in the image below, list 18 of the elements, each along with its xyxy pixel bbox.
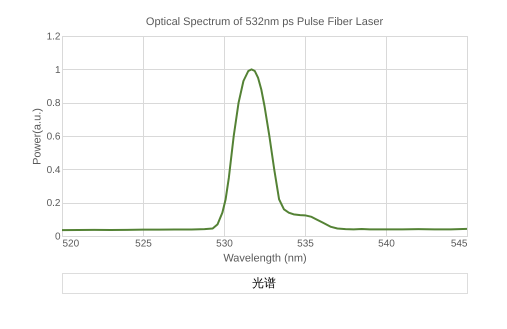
x-tick-label: 540 [378, 238, 396, 250]
y-tick-label: 0.2 [46, 198, 61, 210]
x-tick-label: 545 [450, 238, 468, 250]
x-tick-label: 535 [297, 238, 314, 250]
y-tick-label: 0.6 [46, 132, 61, 142]
y-axis-title: Power(a.u.) [32, 108, 44, 165]
x-tick-label: 520 [62, 238, 80, 250]
x-tick-label: 525 [135, 238, 152, 250]
y-tick-label: 1 [54, 64, 61, 76]
x-axis-title: Wavelength (nm) [223, 252, 307, 264]
text: 光谱 [252, 276, 276, 290]
chart-title: Optical Spectrum of 532nm ps Pulse Fiber Laser [146, 16, 384, 28]
y-tick-label: 1.2 [46, 32, 61, 42]
y-tick-label: 0.8 [46, 98, 61, 110]
line-series [61, 68, 468, 232]
y-tick-label: 0.4 [46, 164, 61, 176]
x-tick-label: 530 [216, 238, 234, 250]
y-tick-label: 0 [54, 232, 61, 242]
